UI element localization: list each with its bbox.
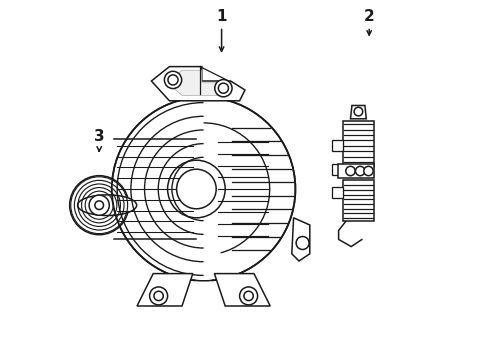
Circle shape [219,83,228,93]
Circle shape [164,71,182,89]
Ellipse shape [364,166,373,176]
Polygon shape [215,274,270,306]
Polygon shape [137,274,193,306]
Polygon shape [350,105,367,119]
Circle shape [244,291,253,301]
Circle shape [95,201,103,210]
Ellipse shape [346,166,355,176]
Ellipse shape [176,169,216,209]
Polygon shape [168,70,231,95]
Circle shape [240,287,258,305]
FancyBboxPatch shape [343,180,374,221]
Text: 1: 1 [217,9,227,51]
Circle shape [215,80,232,97]
Circle shape [354,107,363,116]
Ellipse shape [70,176,129,235]
Ellipse shape [112,97,295,281]
Circle shape [154,291,163,301]
Text: 2: 2 [364,9,374,35]
FancyBboxPatch shape [332,164,343,175]
Circle shape [149,287,168,305]
Circle shape [296,237,309,249]
Circle shape [168,75,178,85]
FancyBboxPatch shape [343,121,374,167]
Circle shape [89,195,109,215]
Polygon shape [292,218,310,261]
Ellipse shape [168,160,225,218]
FancyBboxPatch shape [332,187,343,198]
FancyBboxPatch shape [338,164,374,178]
Ellipse shape [77,195,137,216]
Ellipse shape [356,166,365,176]
Text: 3: 3 [94,129,104,151]
FancyBboxPatch shape [332,140,343,151]
Polygon shape [151,67,245,101]
